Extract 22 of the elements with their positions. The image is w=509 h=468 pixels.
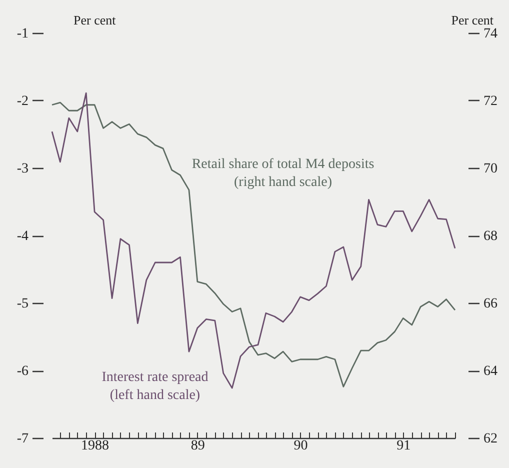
y2-tick-label: 74 (484, 26, 498, 42)
series-label: Interest rate spread (left hand scale) (102, 370, 208, 403)
y-tick-label: -4 (16, 229, 28, 244)
y-tick-label: -5 (16, 296, 28, 312)
y-tick-label: -2 (16, 94, 28, 109)
x-tick-label: 91 (396, 438, 411, 454)
x-tick-label: 90 (294, 438, 308, 454)
y2-tick-label: 66 (484, 296, 498, 312)
x-tick-label: 89 (190, 438, 205, 454)
y2-axis-title: Per cent (451, 12, 494, 28)
y2-tick-label: 62 (484, 432, 498, 446)
y2-tick-label: 72 (484, 94, 498, 109)
y-tick-label: -3 (16, 162, 28, 176)
y-tick-label: -7 (16, 432, 28, 446)
y-tick-label: -6 (16, 364, 28, 379)
y2-tick-label: 64 (484, 364, 498, 379)
y-tick-label: -1 (16, 26, 28, 42)
y2-tick-label: 68 (484, 229, 498, 244)
y2-tick-label: 70 (484, 162, 498, 176)
y-axis-title: Per cent (74, 12, 116, 28)
x-tick-label: 1988 (81, 438, 110, 454)
series-label: Retail share of total M4 deposits (right hand scale) (192, 157, 374, 190)
